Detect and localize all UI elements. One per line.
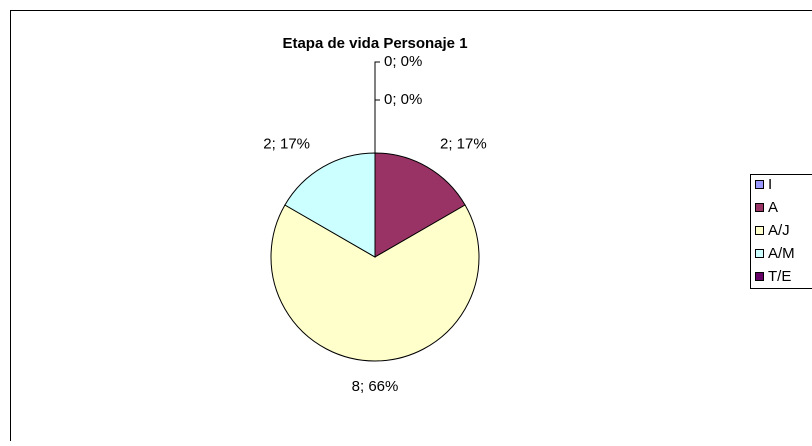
legend-swatch	[756, 204, 764, 212]
chart-title: Etapa de vida Personaje 1	[282, 35, 467, 52]
legend-label: A/J	[768, 222, 790, 239]
legend-swatch	[756, 250, 764, 258]
legend-label: A	[768, 199, 778, 216]
legend-swatch	[756, 181, 764, 189]
data-label: 2; 17%	[263, 135, 310, 152]
data-label: 8; 66%	[352, 378, 399, 395]
data-label: 0; 0%	[384, 91, 422, 108]
legend-label: A/M	[768, 245, 795, 262]
legend-label: I	[768, 176, 772, 193]
legend-label: T/E	[768, 268, 791, 285]
data-label: 0; 0%	[384, 53, 422, 70]
legend-swatch	[756, 273, 764, 281]
data-label: 2; 17%	[440, 135, 487, 152]
legend-swatch	[756, 227, 764, 235]
